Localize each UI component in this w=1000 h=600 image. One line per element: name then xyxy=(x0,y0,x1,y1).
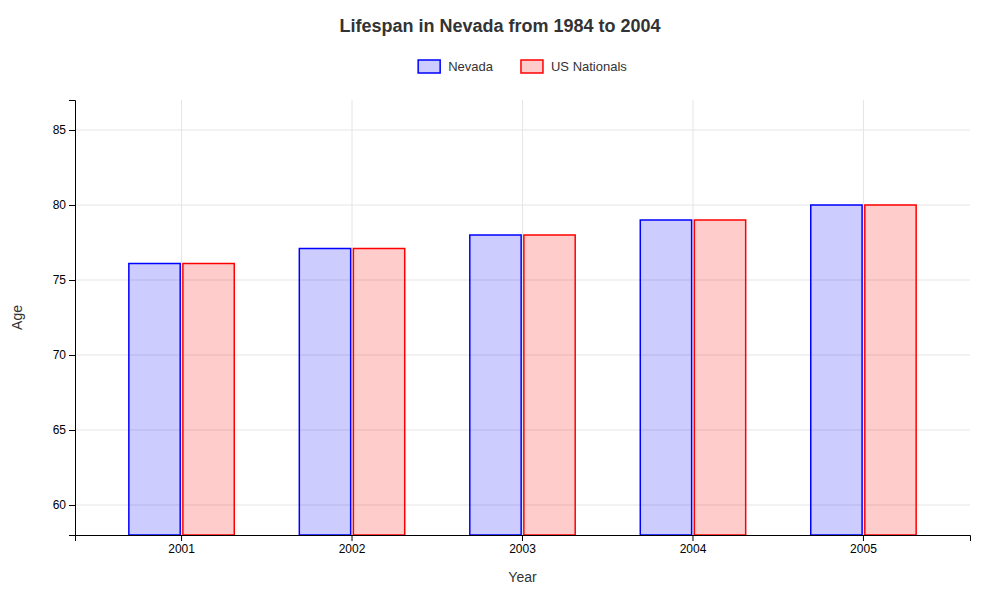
tick: 75 xyxy=(53,273,75,287)
grid-line xyxy=(692,100,693,535)
bar xyxy=(811,205,862,535)
tick-label: 65 xyxy=(53,423,67,437)
grid-line xyxy=(522,100,523,535)
chart: Lifespan in Nevada from 1984 to 2004 2001… xyxy=(0,0,1000,600)
tick: 65 xyxy=(53,423,75,437)
tick-label: 80 xyxy=(53,198,67,212)
y-axis: 60 65 70 75 80 85 xyxy=(53,101,76,536)
tick: 80 xyxy=(53,198,75,212)
series xyxy=(129,205,862,535)
axis-line xyxy=(76,536,971,542)
tick: 2001 xyxy=(168,535,195,556)
x-axis: 2001 2002 2003 2004 2005 xyxy=(76,535,971,556)
tick-mark xyxy=(181,535,182,541)
axis-line xyxy=(69,101,76,536)
tick-mark xyxy=(69,130,75,131)
bar xyxy=(640,220,691,535)
legend-label: US Nationals xyxy=(551,59,627,74)
tick-label: 2005 xyxy=(850,542,877,556)
bar xyxy=(524,235,575,535)
grid-line xyxy=(863,100,864,535)
tick-mark xyxy=(69,430,75,431)
tick: 70 xyxy=(53,348,75,362)
tick: 60 xyxy=(53,498,75,512)
tick: 2002 xyxy=(339,535,366,556)
title: Lifespan in Nevada from 1984 to 2004 xyxy=(339,16,660,36)
legend-item: Nevada xyxy=(418,59,494,74)
y-axis-title: Age xyxy=(9,305,25,330)
bar xyxy=(470,235,521,535)
tick-mark xyxy=(692,535,693,541)
legend-swatch xyxy=(521,60,543,73)
bars xyxy=(129,205,916,535)
bar xyxy=(353,249,404,536)
tick-label: 2003 xyxy=(509,542,536,556)
series xyxy=(183,205,916,535)
tick-label: 2001 xyxy=(168,542,195,556)
bar xyxy=(299,249,350,536)
tick-label: 2002 xyxy=(339,542,366,556)
tick-label: 70 xyxy=(53,348,67,362)
legend-swatch xyxy=(418,60,440,73)
tick-mark xyxy=(863,535,864,541)
legend-item: US Nationals xyxy=(521,59,627,74)
tick-label: 2004 xyxy=(680,542,707,556)
tick-mark xyxy=(69,280,75,281)
tick-label: 60 xyxy=(53,498,67,512)
bar xyxy=(129,264,180,536)
legend-label: Nevada xyxy=(448,59,494,74)
tick-mark xyxy=(69,355,75,356)
tick-label: 85 xyxy=(53,123,67,137)
legend: Nevada US Nationals xyxy=(418,59,627,74)
tick-mark xyxy=(69,505,75,506)
tick-mark xyxy=(69,205,75,206)
tick: 2003 xyxy=(509,535,536,556)
bar xyxy=(183,264,234,536)
bar xyxy=(865,205,916,535)
x-axis-title: Year xyxy=(508,569,537,585)
tick: 85 xyxy=(53,123,75,137)
tick-mark xyxy=(352,535,353,541)
tick-label: 75 xyxy=(53,273,67,287)
grid-line xyxy=(181,100,182,535)
tick: 2004 xyxy=(680,535,707,556)
grid xyxy=(75,100,970,535)
tick-mark xyxy=(522,535,523,541)
grid-line xyxy=(352,100,353,535)
plot: 2001 2002 2003 2004 2005 60 65 70 75 80 85 xyxy=(53,100,971,556)
tick: 2005 xyxy=(850,535,877,556)
bar xyxy=(694,220,745,535)
